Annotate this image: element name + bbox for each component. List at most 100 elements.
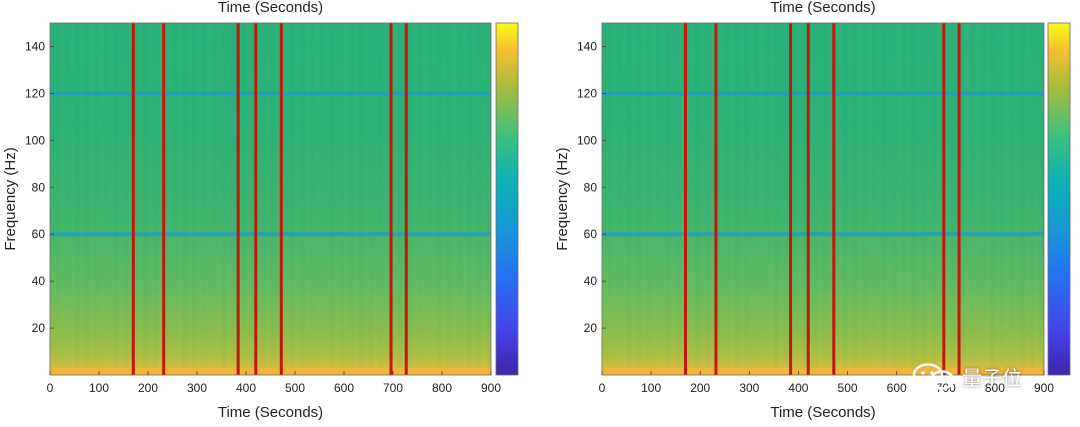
spectrogram-texture	[651, 23, 657, 375]
spectrogram-texture	[1024, 23, 1030, 375]
y-tick-label: 20	[584, 321, 598, 335]
spectrogram-texture	[339, 23, 344, 375]
spectrogram-texture	[173, 23, 178, 375]
spectrogram-texture	[461, 23, 467, 375]
x-tick-label: 600	[887, 381, 907, 395]
x-tick-label: 400	[788, 381, 808, 395]
spectrogram-texture	[965, 23, 971, 375]
spectrogram-texture	[99, 23, 104, 375]
spectrogram-texture	[304, 23, 310, 375]
spectrogram-texture	[872, 23, 877, 375]
spectrogram-texture	[65, 23, 70, 375]
colorbar	[1047, 22, 1071, 376]
spectrogram-texture	[621, 23, 627, 375]
spectrogram-texture	[84, 23, 90, 375]
y-tick-label: 120	[25, 86, 45, 100]
spectrogram-texture	[119, 23, 124, 375]
spectrogram-texture	[476, 23, 482, 375]
spectrogram-texture	[1029, 23, 1035, 375]
spectrogram-texture	[808, 23, 814, 375]
y-axis-label: Frequency (Hz)	[2, 147, 19, 250]
x-axis-label: Time (Seconds)	[218, 404, 323, 421]
spectrogram-texture	[980, 23, 985, 375]
spectrogram-texture	[818, 23, 823, 375]
spectrogram-texture	[456, 23, 462, 375]
spectrogram-texture	[901, 23, 907, 375]
spectrogram-texture	[813, 23, 819, 375]
x-axis-label: Time (Seconds)	[770, 404, 875, 421]
spectrogram-texture	[344, 23, 349, 375]
x-tick-label: 0	[47, 381, 54, 395]
spectrogram-texture	[192, 23, 197, 375]
spectrogram-texture	[1004, 23, 1010, 375]
plot-frame	[49, 22, 492, 376]
spectrogram-texture	[611, 23, 617, 375]
spectrogram-texture	[329, 23, 335, 375]
spectrogram-texture	[739, 23, 745, 375]
spectrogram-texture	[123, 23, 129, 375]
spectrogram-texture	[881, 23, 887, 375]
spectrogram-texture	[749, 23, 755, 375]
spectrogram-texture	[891, 23, 897, 375]
spectrogram-texture	[725, 23, 730, 375]
spectrogram-texture	[206, 23, 212, 375]
spectrogram-texture	[407, 23, 413, 375]
spectrogram-texture	[773, 23, 779, 375]
spectrogram-texture	[358, 23, 364, 375]
spectrogram-texture	[646, 23, 652, 375]
spectrogram-texture	[641, 23, 647, 375]
spectrogram-texture	[94, 23, 99, 375]
spectrogram-texture	[803, 23, 809, 375]
y-tick-label: 40	[584, 274, 598, 288]
spectrogram-texture	[1009, 23, 1015, 375]
spectrogram-texture	[167, 23, 173, 375]
spectrogram-texture	[270, 23, 276, 375]
spectrogram-texture	[896, 23, 902, 375]
spectrogram-texture	[486, 23, 491, 375]
spectrogram-image	[50, 23, 491, 375]
x-tick-label: 300	[187, 381, 207, 395]
spectrogram-texture	[266, 23, 271, 375]
spectrogram-texture	[729, 23, 735, 375]
spectrogram-texture	[320, 23, 325, 375]
spectrogram-texture	[231, 23, 237, 375]
spectrogram-texture	[353, 23, 359, 375]
spectrogram-texture	[606, 23, 612, 375]
spectrogram-texture	[427, 23, 432, 375]
spectrogram-texture	[916, 23, 922, 375]
spectrogram-texture	[852, 23, 858, 375]
spectrogram-texture	[108, 23, 114, 375]
spectrogram-texture	[471, 23, 477, 375]
spectrogram-texture	[368, 23, 374, 375]
spectrogram-texture	[1014, 23, 1020, 375]
spectrogram-texture	[985, 23, 990, 375]
y-tick-label: 140	[25, 39, 45, 53]
chart-title: Time (Seconds)	[218, 0, 323, 16]
spectrogram-texture	[1039, 23, 1044, 375]
x-tick-label: 600	[334, 381, 354, 395]
frequency-band-120	[602, 91, 1044, 96]
y-tick-label: 60	[584, 227, 598, 241]
spectrogram-texture	[705, 23, 711, 375]
spectrogram-texture	[950, 23, 956, 375]
spectrogram-texture	[827, 23, 833, 375]
spectrogram-texture	[412, 23, 418, 375]
spectrogram-texture	[138, 23, 144, 375]
spectrogram-texture	[432, 23, 438, 375]
low-frequency-band	[50, 367, 491, 375]
spectrogram-texture	[255, 23, 261, 375]
spectrogram-texture	[926, 23, 931, 375]
watermark-text: 量子位	[962, 366, 1022, 390]
spectrogram-texture	[89, 23, 95, 375]
spectrogram-texture	[285, 23, 291, 375]
spectrogram-texture	[764, 23, 769, 375]
spectrogram-texture	[226, 23, 231, 375]
spectrogram-texture	[383, 23, 389, 375]
x-tick-label: 200	[690, 381, 710, 395]
x-tick-label: 900	[481, 381, 501, 395]
spectrogram-texture	[143, 23, 148, 375]
spectrogram-texture	[104, 23, 109, 375]
spectrogram-texture	[69, 23, 75, 375]
x-tick-label: 700	[383, 381, 403, 395]
